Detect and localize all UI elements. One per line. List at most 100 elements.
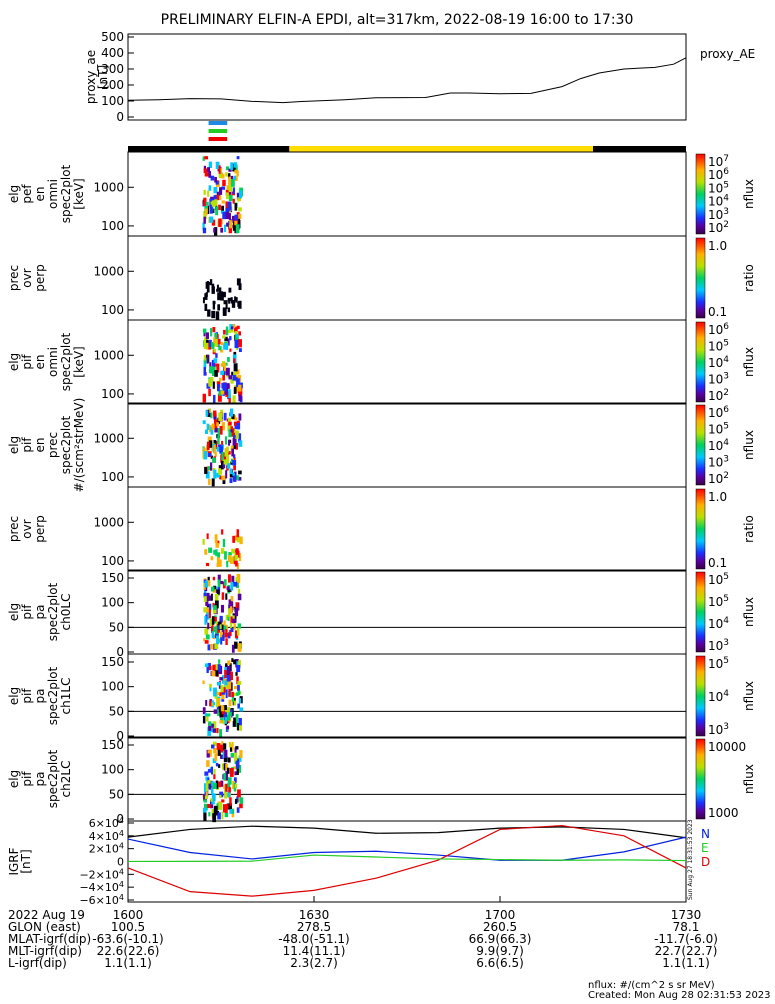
spectrogram-cell (211, 744, 215, 749)
spectrogram-cell (214, 664, 219, 672)
spectrogram-cell (205, 791, 208, 797)
spectrogram-cell (222, 687, 226, 693)
spectrogram-cell (216, 194, 220, 201)
spectrogram-cell (227, 614, 230, 622)
panel-frame (127, 569, 687, 655)
spectrogram-cell (238, 300, 242, 309)
spectrogram-cell (203, 607, 207, 613)
spectrogram-cell (212, 813, 217, 823)
spectrogram-cell (213, 626, 216, 633)
spectrogram-cell (204, 803, 208, 811)
spectrogram-cell (213, 747, 217, 754)
spectrogram-cell (203, 355, 206, 361)
spectrogram-cell (210, 412, 213, 419)
spectrogram-cell (227, 555, 232, 562)
spectrogram-cell (213, 774, 216, 780)
spectrogram-cell (213, 616, 217, 622)
spectrogram-cell (213, 227, 218, 236)
panel-frame (127, 319, 687, 405)
spectrogram-cell (233, 474, 237, 482)
spectrogram-cell (223, 454, 227, 460)
spectrogram-cell (216, 728, 219, 734)
spectrogram-cell (219, 677, 223, 681)
spectrogram-cell (232, 374, 236, 381)
panel-frame (127, 486, 687, 572)
xaxis-row-label: GLON (east) (8, 920, 81, 934)
igrf-ytick-label: −2×104 (79, 867, 124, 881)
spectrogram-cell (225, 447, 228, 452)
colorbar-tick-label: 0.1 (708, 556, 727, 570)
spectrogram-cell (228, 429, 232, 438)
spectrogram-cell (237, 690, 241, 696)
spectrogram-cell (211, 631, 215, 639)
spectrogram-cell (219, 632, 224, 640)
spectrogram-cell (237, 703, 240, 709)
spectrogram-cell (239, 725, 242, 731)
spectrogram-cell (236, 796, 239, 803)
spectrogram-cell (232, 460, 237, 466)
spectrogram-cell (234, 752, 238, 762)
spectrogram-cell (217, 574, 221, 584)
spectrogram-cell (209, 665, 212, 671)
spectrogram-cell (233, 222, 237, 231)
spectrogram-cell (206, 533, 209, 540)
spectrogram-cell (231, 644, 235, 653)
spectrogram-cell (202, 222, 205, 230)
spectrogram-cell (209, 339, 212, 347)
spectrogram-cell (206, 423, 210, 430)
spectrogram-cell (231, 299, 236, 308)
spectrogram-cell (228, 168, 232, 172)
spectrogram-cell (226, 192, 229, 200)
spectrogram-cell (228, 287, 232, 293)
spectrogram-cell (238, 196, 241, 202)
spectrogram-cell (238, 384, 242, 392)
spectrogram-cell (225, 300, 228, 310)
colorbar-title: nflux (742, 681, 756, 711)
spectrogram-cell (215, 542, 220, 548)
spectrogram-cell (223, 625, 227, 631)
spectrogram-cell (212, 728, 217, 733)
spectrogram-cell (234, 535, 238, 541)
spectrogram-cell (205, 776, 210, 781)
spectrogram-cell (209, 700, 212, 707)
spectrogram-cell (234, 784, 238, 788)
spectrogram-cell (235, 577, 239, 581)
spectrogram-cell (238, 717, 242, 727)
spectrogram-cell (230, 297, 233, 304)
spectrogram-cell (220, 744, 224, 753)
spectrogram-cell (237, 623, 242, 629)
spectrogram-cell (211, 616, 215, 625)
spectrogram-cell (221, 529, 224, 535)
spectrogram-cell (205, 429, 208, 435)
spectrogram-cell (226, 671, 229, 678)
spectrogram-cell (225, 689, 228, 699)
spectrogram-cell (203, 596, 207, 602)
spectrogram-cell (217, 427, 220, 436)
spectrogram-cell (210, 643, 213, 650)
spectrogram-panel: 150 100 50 0 elgpifpaspec2plotch1LC 105 104 103… (7, 653, 756, 743)
spectrogram-cell (222, 373, 225, 381)
spectrogram-cell (207, 453, 212, 457)
spectrogram-cell (239, 707, 244, 712)
spectrogram-cell (236, 766, 239, 775)
spectrogram-cell (236, 692, 239, 696)
spectrogram-cell (233, 700, 237, 706)
spectrogram-cell (217, 393, 222, 402)
spectrogram-cell (233, 623, 236, 630)
spectrogram-cell (228, 298, 231, 304)
spectrogram-cell (229, 622, 233, 630)
spectrogram-cell (230, 627, 234, 633)
spectrogram-cell (216, 681, 221, 686)
spectrogram-cell (224, 224, 227, 233)
spectrogram-cell (216, 557, 220, 566)
spectrogram-cell (215, 206, 219, 216)
spectrogram-cell (207, 726, 212, 736)
spectrogram-cell (210, 556, 214, 561)
spectrogram-cell (209, 279, 213, 286)
spectrogram-cell (207, 769, 212, 773)
spectrogram-cell (211, 359, 216, 367)
spectrogram-cell (224, 776, 228, 781)
spectrogram-cell (216, 743, 221, 750)
spectrogram-cell (226, 453, 230, 461)
spectrogram-cell (219, 425, 223, 435)
